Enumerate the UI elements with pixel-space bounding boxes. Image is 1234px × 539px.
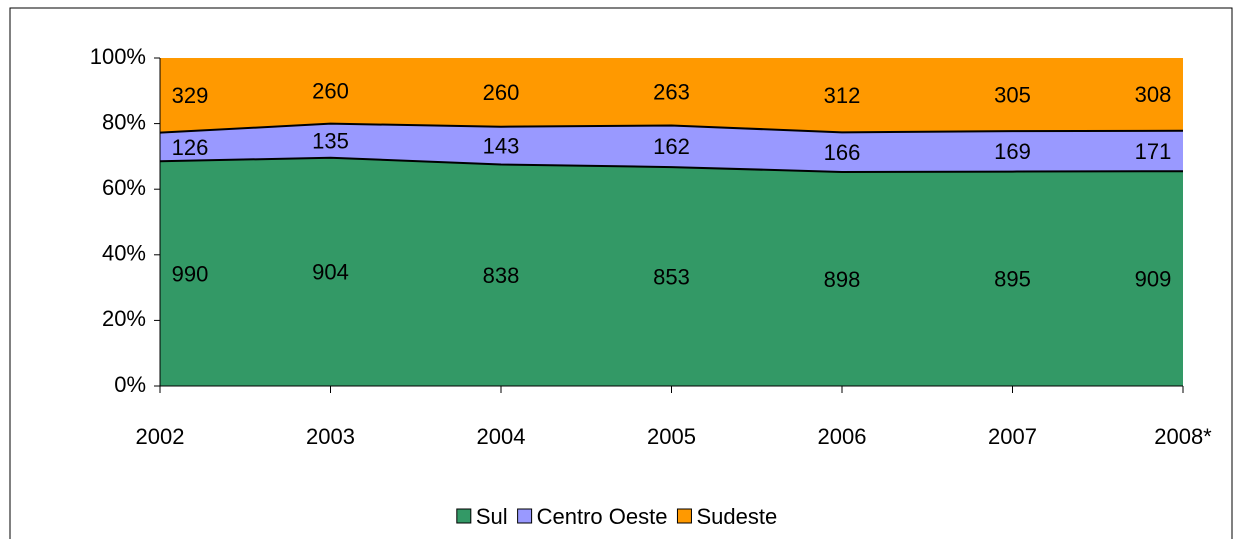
data-label: 263 <box>653 80 690 105</box>
data-label: 904 <box>312 260 349 285</box>
data-label: 126 <box>172 135 209 160</box>
y-tick-label: 100% <box>90 44 146 69</box>
data-label: 853 <box>653 264 690 289</box>
data-label: 305 <box>994 82 1031 107</box>
legend-label: Centro Oeste <box>537 504 668 529</box>
x-tick-label: 2002 <box>136 424 185 449</box>
chart-frame <box>9 7 1233 539</box>
y-tick-label: 20% <box>102 306 146 331</box>
data-label: 308 <box>1135 82 1172 107</box>
area <box>160 157 1183 386</box>
y-tick-label: 80% <box>102 109 146 134</box>
data-label: 260 <box>483 80 520 105</box>
x-tick-label: 2005 <box>647 424 696 449</box>
area <box>160 58 1183 133</box>
data-label: 990 <box>172 261 209 286</box>
area-edge <box>159 122 1184 134</box>
data-label: 169 <box>994 139 1031 164</box>
x-tick-label: 2003 <box>306 424 355 449</box>
data-label: 838 <box>483 263 520 288</box>
data-label: 895 <box>994 267 1031 292</box>
data-label: 909 <box>1135 266 1172 291</box>
x-tick-label: 2007 <box>988 424 1037 449</box>
x-tick-label: 2004 <box>477 424 526 449</box>
data-label: 312 <box>824 83 861 108</box>
data-label: 329 <box>172 83 209 108</box>
y-tick-label: 40% <box>102 241 146 266</box>
x-tick-label: 2008* <box>1154 424 1212 449</box>
legend-label: Sudeste <box>696 504 777 529</box>
legend: Sul Centro Oeste Sudeste <box>456 504 777 529</box>
legend-swatch <box>676 508 692 524</box>
data-label: 162 <box>653 134 690 159</box>
legend-swatch <box>517 508 533 524</box>
legend-label: Sul <box>476 504 508 529</box>
data-label: 143 <box>483 133 520 158</box>
data-label: 171 <box>1135 139 1172 164</box>
legend-swatch <box>456 508 472 524</box>
y-tick-label: 0% <box>114 372 146 397</box>
data-label: 166 <box>824 140 861 165</box>
y-tick-label: 60% <box>102 175 146 200</box>
x-tick-label: 2006 <box>818 424 867 449</box>
data-label: 898 <box>824 267 861 292</box>
area <box>160 123 1183 172</box>
area-edge <box>159 156 1184 173</box>
data-label: 135 <box>312 129 349 154</box>
data-label: 260 <box>312 79 349 104</box>
